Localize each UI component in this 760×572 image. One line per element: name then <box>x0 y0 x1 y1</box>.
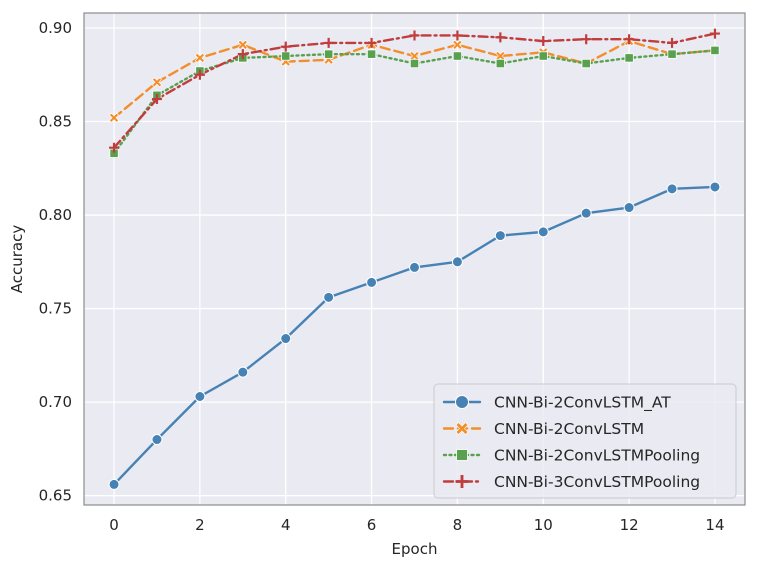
data-point-series-4 <box>151 94 162 105</box>
legend-box <box>433 383 737 499</box>
data-point-series-1 <box>409 261 420 273</box>
y-tick-label: 0.85 <box>39 113 72 131</box>
data-point-series-3 <box>409 58 420 69</box>
data-point-series-1 <box>666 183 678 195</box>
data-point-series-3 <box>581 58 591 69</box>
x-tick-label: 2 <box>195 516 205 534</box>
data-point-series-1 <box>580 207 592 219</box>
data-point-series-3 <box>710 45 720 56</box>
data-point-series-1 <box>494 230 506 242</box>
data-point-series-1 <box>323 291 335 303</box>
legend-label-2: CNN-Bi-2ConvLSTM <box>494 420 644 438</box>
data-point-series-4 <box>538 36 549 47</box>
data-point-series-1 <box>451 256 463 268</box>
data-point-series-4 <box>366 37 377 48</box>
data-point-series-3 <box>667 49 677 59</box>
data-point-series-3 <box>624 53 634 63</box>
data-point-series-4 <box>667 37 678 48</box>
data-point-series-1 <box>537 226 549 238</box>
data-point-series-3 <box>495 58 505 69</box>
y-tick-label: 0.65 <box>39 487 72 505</box>
data-point-series-4 <box>323 37 334 48</box>
data-point-series-2 <box>194 52 205 63</box>
data-point-series-2 <box>495 51 506 62</box>
data-point-series-3 <box>452 51 463 61</box>
legend-label-3: CNN-Bi-2ConvLSTMPooling <box>494 447 700 465</box>
y-tick-label: 0.75 <box>39 300 72 318</box>
x-tick-label: 4 <box>281 516 291 534</box>
data-point-series-1 <box>194 390 206 402</box>
data-point-series-4 <box>280 41 291 52</box>
legend-label-4: CNN-Bi-3ConvLSTMPooling <box>494 473 700 491</box>
data-point-series-2 <box>237 39 248 50</box>
data-point-series-4 <box>109 142 120 153</box>
data-point-series-4 <box>495 32 506 43</box>
legend: CNN-Bi-2ConvLSTM_AT CNN-Bi-2ConvLSTM CNN-B… <box>433 383 737 499</box>
data-point-series-4 <box>237 49 248 60</box>
y-tick-labels: 0.65 0.70 0.75 0.80 0.85 0.90 <box>39 19 72 505</box>
legend-label-1: CNN-Bi-2ConvLSTM_AT <box>494 394 671 413</box>
legend-marker-4 <box>455 475 469 488</box>
data-point-series-3 <box>324 49 334 59</box>
data-point-series-1 <box>151 434 163 446</box>
data-point-series-4 <box>194 69 205 80</box>
data-point-series-4 <box>709 28 720 39</box>
plot-frame <box>83 12 746 506</box>
data-point-series-1 <box>280 333 292 345</box>
data-point-series-2 <box>409 51 420 62</box>
x-tick-labels: 0 2 4 6 8 10 12 14 <box>109 516 724 534</box>
y-tick-label: 0.80 <box>39 206 72 224</box>
data-point-series-4 <box>624 34 635 45</box>
x-tick-label: 0 <box>109 516 119 534</box>
x-tick-label: 10 <box>534 516 553 534</box>
data-point-series-1 <box>709 181 721 193</box>
data-point-series-3 <box>281 51 291 61</box>
x-tick-label: 12 <box>620 516 639 534</box>
x-tick-label: 6 <box>367 516 377 534</box>
x-tick-label: 8 <box>453 516 463 534</box>
y-tick-label: 0.70 <box>39 393 72 411</box>
x-tick-label: 14 <box>705 516 724 534</box>
data-point-series-2 <box>151 77 162 88</box>
legend-marker-2 <box>455 422 469 435</box>
legend-marker-1 <box>455 395 469 409</box>
legend-marker-3 <box>456 449 468 461</box>
x-axis-title: Epoch <box>392 540 438 558</box>
data-point-series-1 <box>237 366 249 378</box>
series-line-3 <box>112 49 717 155</box>
data-point-series-4 <box>409 30 420 41</box>
data-point-series-4 <box>452 30 463 41</box>
data-point-series-1 <box>108 478 120 490</box>
data-point-series-2 <box>452 39 463 50</box>
y-tick-label: 0.90 <box>39 19 72 37</box>
series-markers <box>108 28 721 490</box>
data-point-series-1 <box>366 276 378 288</box>
data-point-series-1 <box>623 202 635 214</box>
data-point-series-3 <box>538 51 548 61</box>
y-axis-title: Accuracy <box>8 225 26 294</box>
data-point-series-2 <box>109 112 120 123</box>
data-point-series-4 <box>581 34 592 45</box>
data-point-series-3 <box>366 49 377 59</box>
